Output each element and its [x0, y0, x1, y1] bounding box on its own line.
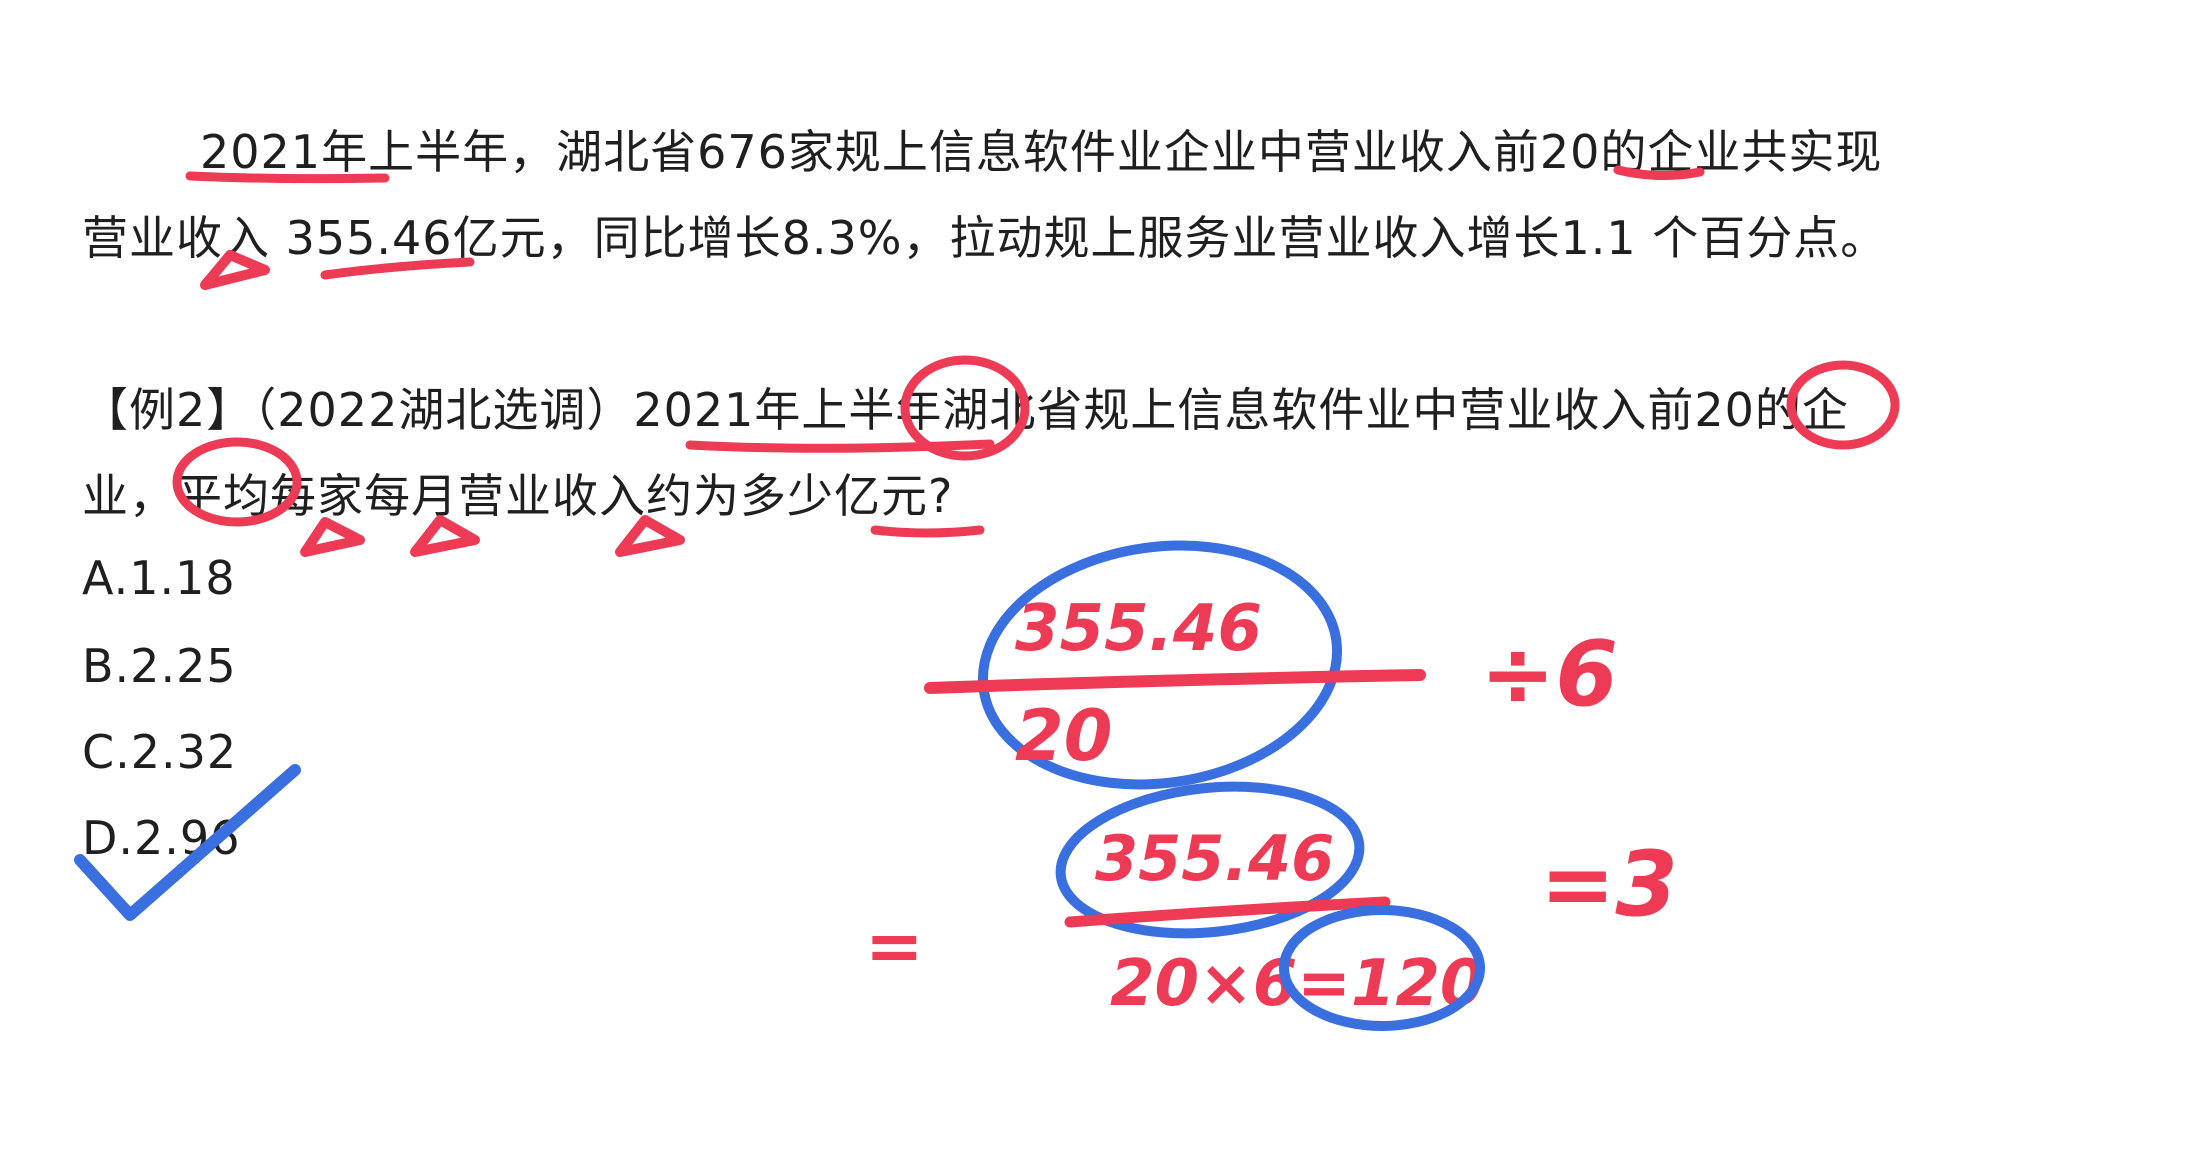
option-a[interactable]: A.1.18	[82, 551, 236, 605]
passage-line-2: 营业收入 355.46亿元，同比增长8.3%，拉动规上服务业营业收入增长1.1 …	[82, 211, 1888, 265]
passage-line-1: 2021年上半年，湖北省676家规上信息软件业企业中营业收入前20的企业共实现	[200, 125, 1883, 179]
option-b[interactable]: B.2.25	[82, 639, 237, 693]
fraction2-numerator: 355.46	[1095, 822, 1334, 895]
fraction-bar-2	[1064, 896, 1391, 928]
question-line-1: 【例2】（2022湖北选调）2021年上半年湖北省规上信息软件业中营业收入前20…	[82, 383, 1849, 437]
underline-2021-question	[685, 439, 995, 453]
circle-fraction-1	[977, 540, 1343, 790]
option-d[interactable]: D.2.96	[82, 811, 241, 865]
underline-yiyuan	[870, 525, 985, 538]
divide-by-six: ÷6	[1480, 622, 1618, 727]
question-line-2: 业，平均每家每月营业收入约为多少亿元?	[82, 469, 954, 523]
fraction-bar-1	[924, 669, 1426, 694]
fraction1-denominator: 20	[1015, 695, 1112, 777]
circle-fraction-2-numerator	[1055, 781, 1365, 939]
option-c[interactable]: C.2.32	[82, 725, 238, 779]
result-three: =3	[1540, 832, 1678, 937]
circle-120	[1279, 905, 1485, 1031]
equals-left: =	[865, 905, 924, 987]
fraction2-denominator: 20×6=120	[1110, 947, 1484, 1021]
fraction1-numerator: 355.46	[1015, 592, 1262, 666]
triangle-mark-2	[300, 517, 365, 557]
